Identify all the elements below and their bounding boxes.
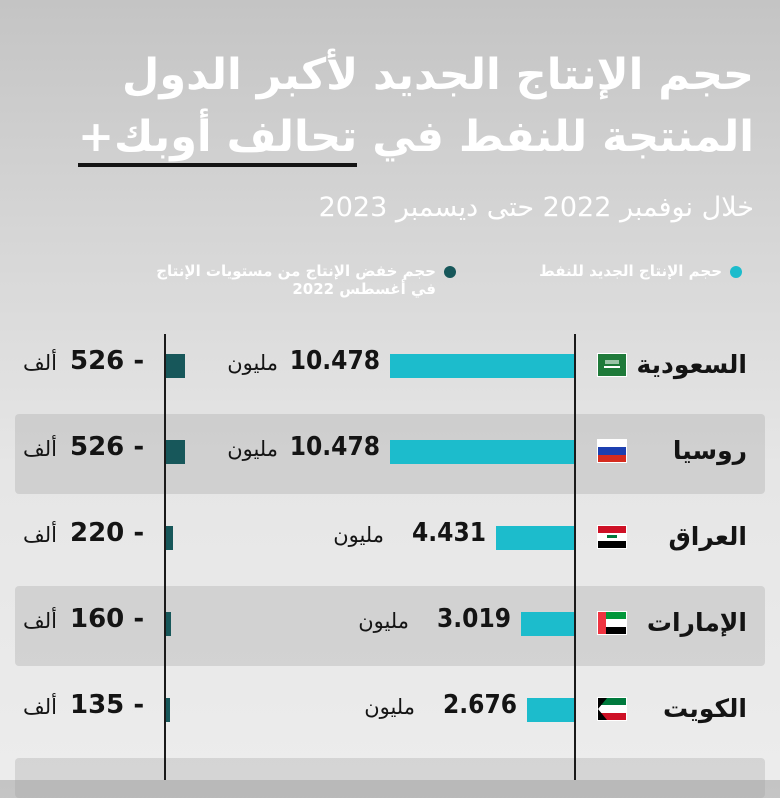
production-cut-unit-label: ألف — [23, 523, 57, 547]
chart-row: السعودية 10.478 مليون 526 - ألف — [15, 328, 765, 408]
new-production-bar — [390, 440, 574, 464]
new-production-unit-label: مليون — [358, 609, 409, 633]
country-label: السعودية — [636, 350, 747, 379]
new-production-value-label: 3.019 — [437, 604, 511, 634]
new-production-bar — [496, 526, 574, 550]
new-production-value-label: 2.676 — [443, 690, 517, 720]
production-cut-value-label: 220 - — [70, 518, 145, 548]
new-production-unit-label: مليون — [364, 695, 415, 719]
legend-production-cut-label-line-2: في أغسطس 2022 — [292, 280, 436, 298]
new-production-bar — [527, 698, 574, 722]
title-line-2: المنتجة للنفط في تحالف أوبك+ — [34, 106, 754, 168]
production-cut-bar — [165, 440, 185, 464]
title-line-1: حجم الإنتاج الجديد لأكبر الدول — [122, 50, 754, 100]
legend-production-cut-label-line-1: حجم خفض الإنتاج من مستويات الإنتاج — [156, 262, 436, 280]
new-production-bar — [521, 612, 574, 636]
flag-iraq — [597, 525, 627, 549]
production-cut-bar — [165, 698, 170, 722]
new-production-value-label: 10.478 — [289, 346, 380, 376]
chart-row: العراق 4.431 مليون 220 - ألف — [15, 500, 765, 580]
chart-subtitle: خلال نوفمبر 2022 حتى ديسمبر 2023 — [318, 192, 754, 223]
production-cut-unit-label: ألف — [23, 695, 57, 719]
legend-new-production: حجم الإنتاج الجديد للنفط — [539, 262, 742, 280]
flag-uae — [597, 611, 627, 635]
new-production-unit-label: مليون — [227, 437, 278, 461]
new-production-unit-label: مليون — [227, 351, 278, 375]
new-production-unit-label: مليون — [333, 523, 384, 547]
production-cut-unit-label: ألف — [23, 351, 57, 375]
production-cut-unit-label: ألف — [23, 609, 57, 633]
new-production-value-label: 10.478 — [289, 432, 380, 462]
title-highlight-opec-plus: تحالف أوبك+ — [77, 112, 358, 167]
chart-title: حجم الإنتاج الجديد لأكبر الدول المنتجة ل… — [34, 44, 754, 168]
legend-production-cut-swatch — [444, 265, 456, 278]
legend-new-production-swatch — [730, 265, 742, 278]
new-production-value-label: 4.431 — [412, 518, 486, 548]
production-cut-value-label: 135 - — [70, 690, 145, 720]
country-label: الكويت — [662, 694, 747, 723]
chart-row — [15, 758, 765, 798]
legend-new-production-label: حجم الإنتاج الجديد للنفط — [539, 262, 722, 280]
chart-row: الكويت 2.676 مليون 135 - ألف — [15, 672, 765, 752]
chart-row: روسيا 10.478 مليون 526 - ألف — [15, 414, 765, 494]
title-line-2-part-1: المنتجة للنفط في — [372, 112, 754, 162]
production-cut-unit-label: ألف — [23, 437, 57, 461]
production-cut-axis-line — [164, 334, 166, 780]
production-cut-value-label: 526 - — [70, 432, 145, 462]
legend-production-cut: حجم خفض الإنتاج من مستويات الإنتاج في أغ… — [156, 262, 456, 298]
country-label: روسيا — [672, 436, 747, 465]
production-cut-bar — [165, 354, 185, 378]
new-production-axis-line — [574, 334, 576, 780]
chart-row: الإمارات 3.019 مليون 160 - ألف — [15, 586, 765, 666]
production-cut-value-label: 160 - — [70, 604, 145, 634]
production-cut-bar — [165, 612, 171, 636]
production-cut-value-label: 526 - — [70, 346, 145, 376]
flag-kuwait — [597, 697, 627, 721]
production-cut-bar — [165, 526, 173, 550]
new-production-bar — [390, 354, 574, 378]
country-label: العراق — [668, 522, 747, 551]
country-label: الإمارات — [646, 608, 747, 637]
flag-saudi-arabia — [597, 353, 627, 377]
flag-russia — [597, 439, 627, 463]
